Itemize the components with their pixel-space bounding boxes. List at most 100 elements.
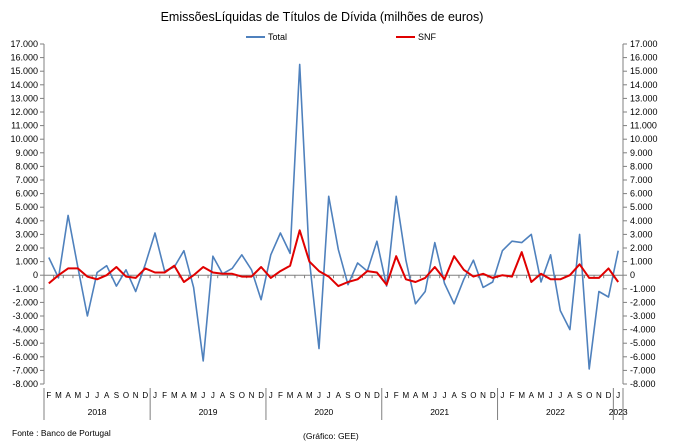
left-tick-label: -3.000 (12, 311, 38, 321)
right-tick-label: 12.000 (630, 107, 658, 117)
left-tick-label: -8.000 (12, 379, 38, 389)
left-tick-label: 10.000 (10, 134, 38, 144)
month-label: A (65, 391, 71, 400)
month-label: F (278, 391, 283, 400)
left-tick-label: 2.000 (15, 243, 38, 253)
year-label: 2018 (88, 407, 107, 417)
left-tick-label: 5.000 (15, 202, 38, 212)
right-tick-label: 15.000 (630, 66, 658, 76)
month-label: J (385, 391, 389, 400)
month-label: M (74, 391, 81, 400)
month-label: A (451, 391, 457, 400)
series-line-total (48, 63, 619, 370)
month-label: A (297, 391, 303, 400)
month-label: M (518, 391, 525, 400)
month-label: J (153, 391, 157, 400)
month-label: M (55, 391, 62, 400)
month-label: D (606, 391, 612, 400)
month-label: M (403, 391, 410, 400)
year-label: 2019 (199, 407, 218, 417)
month-label: J (616, 391, 620, 400)
right-tick-label: -5.000 (630, 338, 656, 348)
month-label: J (500, 391, 504, 400)
left-y-axis-ticks: 17.000 16.000 15.000 14.000 13.000 12.000 11.0… (10, 39, 44, 389)
right-tick-label: 7.000 (630, 175, 653, 185)
right-tick-label: 1.000 (630, 257, 653, 267)
month-label: N (596, 391, 602, 400)
month-label: F (510, 391, 515, 400)
left-tick-label: 4.000 (15, 216, 38, 226)
month-label: A (220, 391, 226, 400)
month-label: J (95, 391, 99, 400)
right-tick-label: 17.000 (630, 39, 658, 49)
month-label: D (258, 391, 264, 400)
right-tick-label: 11.000 (630, 121, 657, 131)
left-tick-label: 0 (33, 270, 38, 280)
right-tick-label: 0 (630, 270, 635, 280)
month-label: A (336, 391, 342, 400)
month-label: O (239, 391, 245, 400)
year-label: 2020 (314, 407, 333, 417)
right-tick-label: -7.000 (630, 365, 656, 375)
month-label: N (364, 391, 370, 400)
series-line-snf (48, 229, 620, 288)
right-tick-label: 16.000 (630, 53, 658, 63)
month-label: N (480, 391, 486, 400)
right-tick-label: 10.000 (630, 134, 658, 144)
month-label: F (162, 391, 167, 400)
left-tick-label: -2.000 (12, 297, 38, 307)
legend: Total SNF (246, 32, 437, 42)
month-label: S (114, 391, 119, 400)
left-tick-label: 7.000 (15, 175, 38, 185)
month-label: S (577, 391, 582, 400)
left-tick-label: 12.000 (10, 107, 38, 117)
left-tick-label: 3.000 (15, 229, 38, 239)
left-tick-label: -4.000 (12, 325, 38, 335)
month-label: N (133, 391, 139, 400)
month-label: D (142, 391, 148, 400)
legend-label-snf: SNF (418, 32, 437, 42)
month-label: S (345, 391, 350, 400)
month-label: D (490, 391, 496, 400)
right-tick-label: 5.000 (630, 202, 653, 212)
legend-label-total: Total (268, 32, 287, 42)
right-tick-label: 13.000 (630, 93, 658, 103)
month-label: O (586, 391, 592, 400)
right-tick-label: 6.000 (630, 189, 653, 199)
left-tick-label: 13.000 (10, 93, 38, 103)
left-tick-label: -6.000 (12, 352, 38, 362)
month-label: A (104, 391, 110, 400)
year-label: 2021 (430, 407, 449, 417)
month-label: M (171, 391, 178, 400)
month-label: A (181, 391, 187, 400)
month-label: J (85, 391, 89, 400)
month-label: O (470, 391, 476, 400)
month-label: J (211, 391, 215, 400)
month-label: M (287, 391, 294, 400)
month-label: M (422, 391, 429, 400)
left-tick-label: 1.000 (15, 257, 38, 267)
left-tick-label: 11.000 (11, 121, 38, 131)
right-tick-label: -2.000 (630, 297, 656, 307)
month-label: J (327, 391, 331, 400)
month-label: J (549, 391, 553, 400)
month-label: N (249, 391, 255, 400)
month-label: A (529, 391, 535, 400)
month-label: O (123, 391, 129, 400)
right-tick-label: 14.000 (630, 80, 658, 90)
month-label: J (317, 391, 321, 400)
right-tick-label: -6.000 (630, 352, 656, 362)
left-tick-label: 15.000 (10, 66, 38, 76)
month-label: M (538, 391, 545, 400)
right-tick-label: -3.000 (630, 311, 656, 321)
left-tick-label: 8.000 (15, 161, 38, 171)
chart-credit: (Gráfico: GEE) (303, 431, 359, 441)
left-tick-label: 16.000 (10, 53, 38, 63)
left-tick-label: 17.000 (10, 39, 38, 49)
month-label: J (433, 391, 437, 400)
month-label: J (269, 391, 273, 400)
month-label: F (46, 391, 51, 400)
month-label: J (558, 391, 562, 400)
